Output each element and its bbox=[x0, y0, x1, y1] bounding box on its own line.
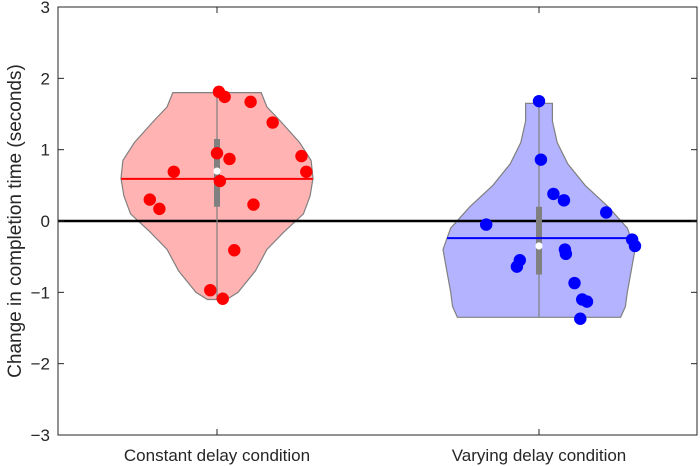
x-category-label: Constant delay condition bbox=[124, 446, 310, 465]
data-point-1-12 bbox=[153, 202, 166, 216]
y-tick-label: 1 bbox=[41, 141, 50, 160]
y-tick-label: −1 bbox=[31, 283, 50, 302]
y-tick-label: 2 bbox=[41, 69, 50, 88]
data-point-1-10 bbox=[213, 174, 227, 188]
y-tick-label: 0 bbox=[41, 212, 50, 231]
data-point-1-14 bbox=[228, 244, 241, 257]
data-point-1-11 bbox=[143, 193, 156, 206]
data-point-2-1 bbox=[532, 94, 546, 108]
iqr-box-2 bbox=[536, 206, 542, 275]
x-category-label: Varying delay condition bbox=[452, 446, 627, 465]
data-point-1-5 bbox=[210, 147, 224, 160]
data-point-1-2 bbox=[218, 90, 231, 104]
data-point-2-5 bbox=[600, 206, 613, 219]
data-point-1-16 bbox=[216, 292, 229, 305]
y-tick-label: −2 bbox=[31, 355, 50, 374]
data-point-1-3 bbox=[244, 95, 257, 109]
data-point-1-8 bbox=[300, 165, 313, 178]
data-point-1-9 bbox=[167, 165, 180, 178]
y-tick-label: 3 bbox=[41, 0, 50, 17]
data-point-1-4 bbox=[266, 116, 279, 129]
data-point-2-13 bbox=[568, 276, 581, 290]
data-point-1-15 bbox=[204, 283, 217, 297]
y-tick-label: −3 bbox=[31, 426, 50, 445]
data-point-2-6 bbox=[480, 218, 493, 231]
y-axis-title: Change in completion time (seconds) bbox=[5, 64, 26, 378]
data-point-2-10 bbox=[559, 247, 573, 261]
data-point-2-15 bbox=[580, 295, 594, 308]
data-point-1-6 bbox=[223, 152, 236, 166]
data-point-1-7 bbox=[295, 149, 308, 163]
median-marker-2 bbox=[535, 242, 543, 250]
data-point-2-2 bbox=[534, 153, 548, 166]
data-point-2-8 bbox=[628, 239, 642, 253]
data-point-2-4 bbox=[557, 194, 571, 207]
data-point-1-13 bbox=[247, 198, 260, 211]
median-marker-1 bbox=[213, 167, 221, 175]
data-point-2-12 bbox=[510, 260, 524, 273]
data-point-2-3 bbox=[547, 187, 560, 201]
data-point-2-16 bbox=[574, 312, 587, 325]
